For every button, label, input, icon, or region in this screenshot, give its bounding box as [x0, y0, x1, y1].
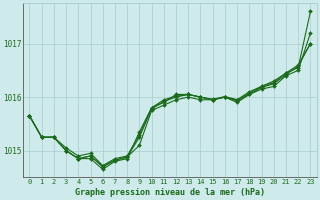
X-axis label: Graphe pression niveau de la mer (hPa): Graphe pression niveau de la mer (hPa) [75, 188, 265, 197]
